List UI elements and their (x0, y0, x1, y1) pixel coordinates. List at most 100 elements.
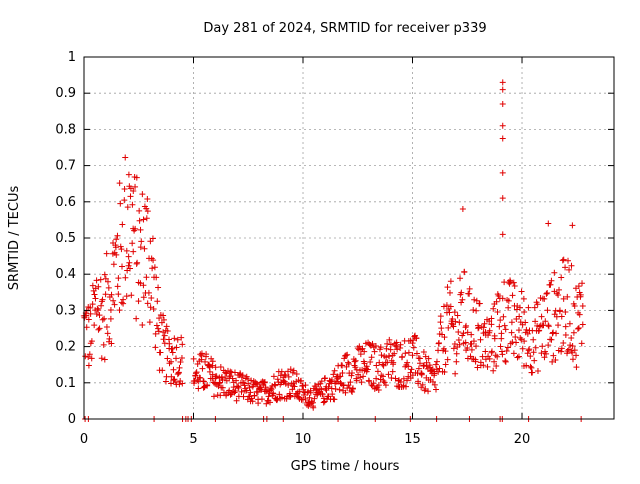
data-point (163, 323, 170, 330)
data-point (98, 302, 105, 309)
data-point (521, 338, 528, 345)
data-point (524, 330, 531, 337)
data-point (159, 367, 166, 374)
data-point (425, 355, 432, 362)
data-point (122, 274, 129, 281)
data-point (89, 301, 96, 308)
data-point (313, 386, 320, 393)
data-point (177, 359, 184, 366)
data-point (499, 79, 506, 86)
data-point (155, 328, 162, 335)
y-tick-label: 0.9 (55, 86, 76, 101)
data-point (190, 355, 197, 362)
data-point (85, 362, 92, 369)
data-point (274, 376, 281, 383)
data-point (499, 169, 506, 176)
data-point (516, 304, 523, 311)
data-point (498, 330, 505, 337)
data-point (400, 375, 407, 382)
data-point (488, 315, 495, 322)
data-point (397, 378, 404, 385)
data-point (497, 317, 504, 324)
data-point (217, 364, 224, 371)
data-point (567, 342, 574, 349)
data-point (391, 350, 398, 357)
data-point (349, 385, 356, 392)
data-point (443, 302, 450, 309)
data-point (319, 391, 326, 398)
data-point (532, 318, 539, 325)
data-point (140, 216, 147, 223)
data-point (232, 388, 239, 395)
data-point (527, 353, 534, 360)
data-point (155, 325, 162, 332)
data-point (263, 400, 270, 407)
data-point (556, 308, 563, 315)
data-point (569, 356, 576, 363)
y-tick-label: 1 (68, 50, 76, 65)
data-point (149, 235, 156, 242)
data-point (578, 340, 585, 347)
data-point (415, 365, 422, 372)
data-point (490, 305, 497, 312)
data-point (147, 238, 154, 245)
data-point (389, 368, 396, 375)
data-point (261, 378, 268, 385)
data-point (558, 348, 565, 355)
data-point (233, 397, 240, 404)
data-point (212, 364, 219, 371)
data-point (255, 400, 262, 407)
data-point (552, 357, 559, 364)
data-point (579, 303, 586, 310)
data-point (104, 330, 111, 337)
data-point (495, 292, 502, 299)
data-point (87, 310, 94, 317)
data-point (157, 349, 164, 356)
data-point (447, 278, 454, 285)
data-point (503, 348, 510, 355)
data-point (127, 265, 134, 272)
data-point (328, 377, 335, 384)
data-point (384, 340, 391, 347)
data-point (146, 319, 153, 326)
data-point (385, 371, 392, 378)
data-point (372, 342, 379, 349)
data-point (564, 293, 571, 300)
data-point (104, 278, 111, 285)
data-point (132, 225, 139, 232)
data-point (456, 341, 463, 348)
data-point (291, 383, 298, 390)
data-point (223, 392, 230, 399)
data-point (357, 351, 364, 358)
data-point (577, 293, 584, 300)
x-tick-label: 15 (404, 432, 421, 447)
data-point (101, 271, 108, 278)
data-point (479, 353, 486, 360)
data-point (514, 354, 521, 361)
data-point (199, 365, 206, 372)
data-point (538, 313, 545, 320)
data-point (247, 389, 254, 396)
data-point (94, 305, 101, 312)
data-point (206, 368, 213, 375)
data-point (502, 358, 509, 365)
data-point (334, 378, 341, 385)
data-point (562, 308, 569, 315)
data-point (507, 278, 514, 285)
data-point (509, 292, 516, 299)
data-point (140, 282, 147, 289)
data-point (388, 374, 395, 381)
data-point (175, 369, 182, 376)
data-point (484, 363, 491, 370)
data-point (162, 378, 169, 385)
data-point (488, 349, 495, 356)
data-point (497, 343, 504, 350)
data-point (216, 380, 223, 387)
data-point (325, 384, 332, 391)
data-point (233, 377, 240, 384)
data-point (551, 269, 558, 276)
data-point (107, 315, 114, 322)
data-point (539, 343, 546, 350)
y-tick-label: 0.4 (55, 267, 76, 282)
data-point (501, 322, 508, 329)
